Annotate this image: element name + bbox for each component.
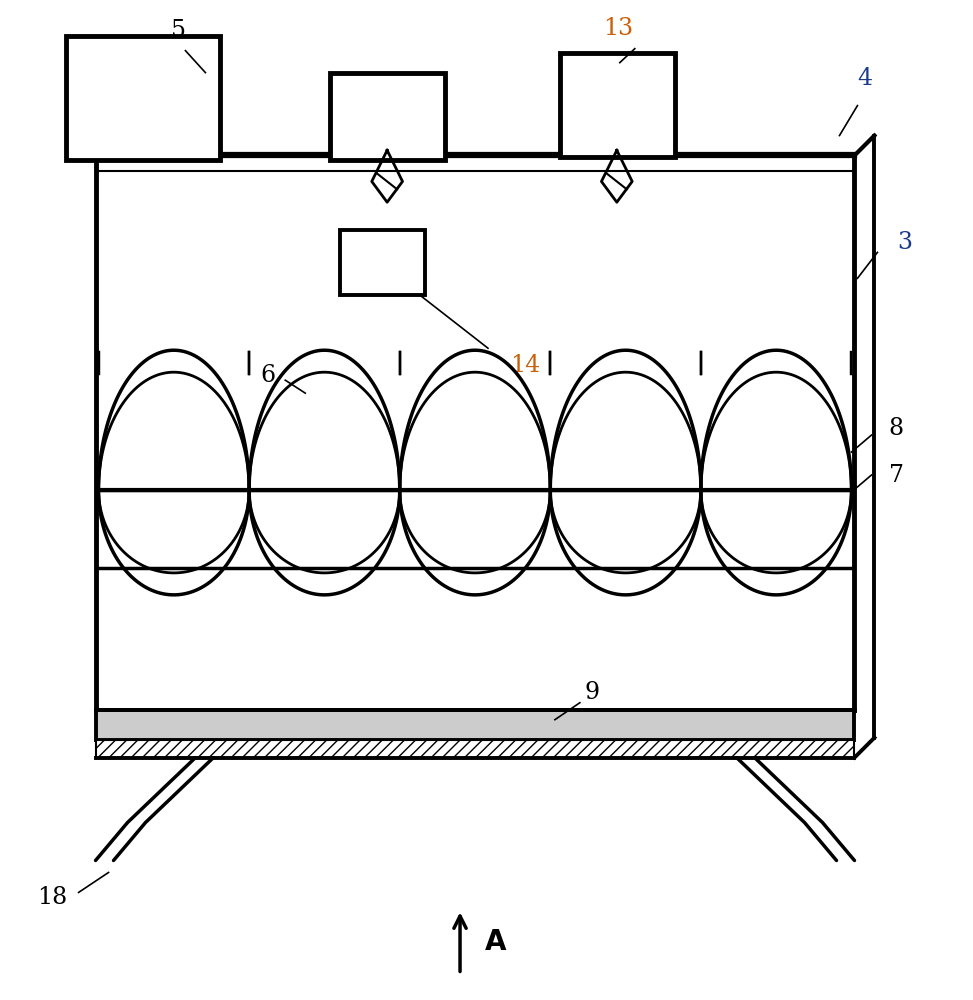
Text: 18: 18: [38, 886, 68, 909]
Bar: [559, 53, 674, 157]
Polygon shape: [701, 350, 851, 490]
Polygon shape: [551, 350, 701, 490]
Polygon shape: [98, 490, 249, 595]
Text: 7: 7: [889, 464, 904, 487]
Polygon shape: [551, 490, 701, 595]
Polygon shape: [249, 490, 400, 595]
Text: A: A: [485, 928, 507, 956]
Polygon shape: [400, 490, 551, 595]
Polygon shape: [400, 350, 551, 490]
Bar: [95, 740, 854, 758]
Text: 6: 6: [261, 364, 276, 387]
Bar: [95, 710, 854, 740]
Text: 14: 14: [510, 354, 540, 377]
Polygon shape: [249, 350, 400, 490]
Bar: [341, 230, 425, 295]
Polygon shape: [701, 490, 851, 595]
Text: 9: 9: [585, 681, 599, 704]
Text: 13: 13: [602, 17, 632, 40]
Text: 4: 4: [857, 67, 872, 90]
Text: 8: 8: [889, 417, 904, 440]
Bar: [330, 73, 445, 160]
Bar: [65, 36, 220, 160]
Polygon shape: [98, 350, 249, 490]
Text: 5: 5: [171, 19, 186, 42]
Text: 3: 3: [897, 231, 912, 254]
Bar: [95, 155, 854, 710]
